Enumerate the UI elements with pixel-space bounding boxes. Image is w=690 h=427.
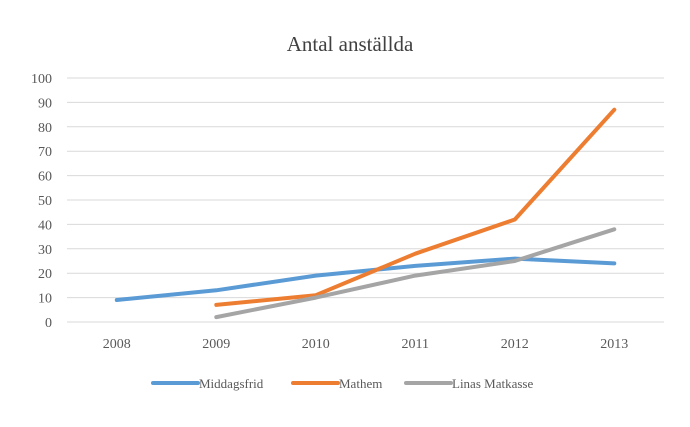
y-tick-label: 80 [38,121,52,136]
chart-title: Antal anställda [287,32,414,56]
y-tick-label: 50 [38,194,52,209]
y-tick-label: 70 [38,145,52,160]
x-tick-label: 2013 [600,337,628,352]
y-tick-label: 20 [38,267,52,282]
x-tick-label: 2010 [302,337,330,352]
y-tick-label: 90 [38,96,52,111]
x-tick-label: 2011 [402,337,429,352]
x-axis-ticks: 2008 2009 2010 2011 2012 2013 [103,337,629,352]
y-tick-label: 60 [38,170,52,185]
legend-label: Middagsfrid [199,376,264,391]
y-tick-label: 40 [38,218,52,233]
series-line-mathem [214,107,617,307]
x-tick-label: 2009 [202,337,230,352]
series-lines [114,107,617,320]
x-tick-label: 2012 [501,337,529,352]
y-tick-label: 0 [45,316,52,331]
gridlines [67,77,664,323]
y-tick-label: 10 [38,292,52,307]
series-line-linas-matkasse [214,227,617,320]
legend-label: Linas Matkasse [452,376,533,391]
y-tick-label: 100 [31,72,52,87]
legend: Middagsfrid Mathem Linas Matkasse [151,376,533,391]
series-line-middagsfrid [114,256,617,302]
x-tick-label: 2008 [103,337,131,352]
legend-label: Mathem [339,376,382,391]
y-tick-label: 30 [38,243,52,258]
y-axis-ticks: 0 10 20 30 40 50 60 70 80 90 100 [31,72,52,331]
